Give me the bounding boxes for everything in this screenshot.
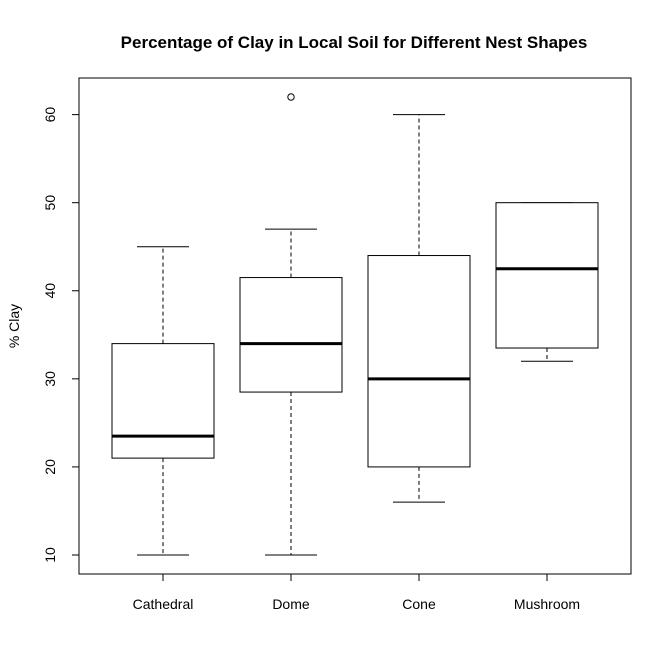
y-tick-label: 20 bbox=[42, 459, 58, 475]
x-tick-label: Cone bbox=[402, 596, 436, 612]
box-dome bbox=[239, 277, 343, 393]
box-cathedral bbox=[111, 343, 215, 459]
x-tick-label: Cathedral bbox=[133, 596, 194, 612]
box-mushroom bbox=[495, 202, 599, 349]
y-axis-label: % Clay bbox=[6, 304, 22, 348]
y-tick-label: 40 bbox=[42, 283, 58, 299]
y-tick-label: 10 bbox=[42, 547, 58, 563]
x-tick-label: Dome bbox=[272, 596, 310, 612]
y-tick-label: 50 bbox=[42, 195, 58, 211]
x-tick-label: Mushroom bbox=[514, 596, 580, 612]
y-tick-label: 60 bbox=[42, 107, 58, 123]
chart-title: Percentage of Clay in Local Soil for Dif… bbox=[121, 33, 588, 52]
box-cone bbox=[367, 255, 471, 468]
outlier-point-dome bbox=[287, 93, 295, 101]
y-tick-label: 30 bbox=[42, 371, 58, 387]
chart-marks: 10 20 30 40 50 60 Cathedral Dome Cone Mushroom bbox=[42, 93, 599, 612]
